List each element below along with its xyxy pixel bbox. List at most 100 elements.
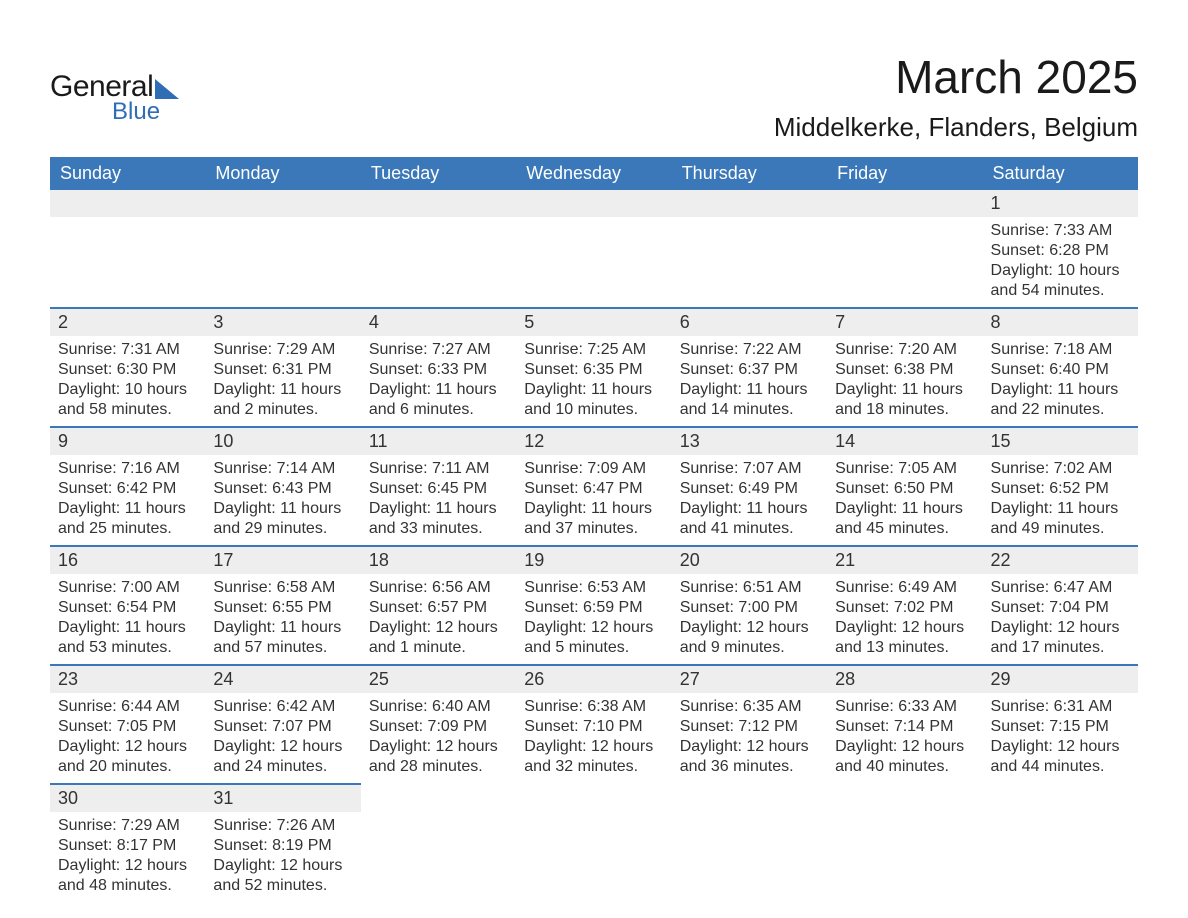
calendar-cell: 1Sunrise: 7:33 AMSunset: 6:28 PMDaylight…	[983, 190, 1138, 308]
calendar-cell: 28Sunrise: 6:33 AMSunset: 7:14 PMDayligh…	[827, 665, 982, 784]
day-number	[827, 190, 982, 217]
day-details	[983, 811, 1138, 831]
calendar-cell: 15Sunrise: 7:02 AMSunset: 6:52 PMDayligh…	[983, 427, 1138, 546]
day-details: Sunrise: 6:47 AMSunset: 7:04 PMDaylight:…	[983, 574, 1138, 664]
day-number: 16	[50, 547, 205, 574]
day-details: Sunrise: 7:11 AMSunset: 6:45 PMDaylight:…	[361, 455, 516, 545]
day-number: 14	[827, 428, 982, 455]
day-details: Sunrise: 7:20 AMSunset: 6:38 PMDaylight:…	[827, 336, 982, 426]
day-details: Sunrise: 7:09 AMSunset: 6:47 PMDaylight:…	[516, 455, 671, 545]
calendar-cell: 5Sunrise: 7:25 AMSunset: 6:35 PMDaylight…	[516, 308, 671, 427]
day-details: Sunrise: 7:25 AMSunset: 6:35 PMDaylight:…	[516, 336, 671, 426]
calendar-cell: 27Sunrise: 6:35 AMSunset: 7:12 PMDayligh…	[672, 665, 827, 784]
day-details: Sunrise: 6:40 AMSunset: 7:09 PMDaylight:…	[361, 693, 516, 783]
day-details: Sunrise: 7:02 AMSunset: 6:52 PMDaylight:…	[983, 455, 1138, 545]
calendar-cell	[827, 190, 982, 308]
day-details: Sunrise: 7:31 AMSunset: 6:30 PMDaylight:…	[50, 336, 205, 426]
day-header: Monday	[205, 157, 360, 190]
day-details: Sunrise: 7:27 AMSunset: 6:33 PMDaylight:…	[361, 336, 516, 426]
day-number: 18	[361, 547, 516, 574]
calendar-table: SundayMondayTuesdayWednesdayThursdayFrid…	[50, 157, 1138, 902]
day-details	[827, 811, 982, 831]
day-number: 23	[50, 666, 205, 693]
brand-word-2: Blue	[112, 98, 179, 126]
day-details: Sunrise: 6:33 AMSunset: 7:14 PMDaylight:…	[827, 693, 982, 783]
day-details: Sunrise: 6:58 AMSunset: 6:55 PMDaylight:…	[205, 574, 360, 664]
day-details: Sunrise: 6:56 AMSunset: 6:57 PMDaylight:…	[361, 574, 516, 664]
day-header: Saturday	[983, 157, 1138, 190]
day-details	[516, 217, 671, 237]
day-header: Tuesday	[361, 157, 516, 190]
calendar-cell: 29Sunrise: 6:31 AMSunset: 7:15 PMDayligh…	[983, 665, 1138, 784]
calendar-header-row: SundayMondayTuesdayWednesdayThursdayFrid…	[50, 157, 1138, 190]
day-details: Sunrise: 6:31 AMSunset: 7:15 PMDaylight:…	[983, 693, 1138, 783]
day-number: 25	[361, 666, 516, 693]
day-number: 31	[205, 785, 360, 812]
day-details: Sunrise: 7:33 AMSunset: 6:28 PMDaylight:…	[983, 217, 1138, 307]
calendar-cell	[361, 190, 516, 308]
calendar-cell	[516, 784, 671, 902]
calendar-cell: 6Sunrise: 7:22 AMSunset: 6:37 PMDaylight…	[672, 308, 827, 427]
calendar-cell: 14Sunrise: 7:05 AMSunset: 6:50 PMDayligh…	[827, 427, 982, 546]
day-details: Sunrise: 7:18 AMSunset: 6:40 PMDaylight:…	[983, 336, 1138, 426]
day-details	[516, 811, 671, 831]
day-details	[672, 811, 827, 831]
day-number	[672, 785, 827, 811]
day-number: 6	[672, 309, 827, 336]
calendar-cell: 18Sunrise: 6:56 AMSunset: 6:57 PMDayligh…	[361, 546, 516, 665]
calendar-cell: 20Sunrise: 6:51 AMSunset: 7:00 PMDayligh…	[672, 546, 827, 665]
day-details: Sunrise: 6:42 AMSunset: 7:07 PMDaylight:…	[205, 693, 360, 783]
day-details: Sunrise: 6:35 AMSunset: 7:12 PMDaylight:…	[672, 693, 827, 783]
day-number: 11	[361, 428, 516, 455]
day-number: 5	[516, 309, 671, 336]
calendar-cell: 3Sunrise: 7:29 AMSunset: 6:31 PMDaylight…	[205, 308, 360, 427]
day-details	[361, 811, 516, 831]
calendar-cell	[50, 190, 205, 308]
day-number: 20	[672, 547, 827, 574]
calendar-cell: 10Sunrise: 7:14 AMSunset: 6:43 PMDayligh…	[205, 427, 360, 546]
day-number: 21	[827, 547, 982, 574]
day-details: Sunrise: 7:26 AMSunset: 8:19 PMDaylight:…	[205, 812, 360, 902]
day-number: 7	[827, 309, 982, 336]
calendar-cell	[827, 784, 982, 902]
day-number: 1	[983, 190, 1138, 217]
day-number: 12	[516, 428, 671, 455]
day-details	[672, 217, 827, 237]
calendar-cell: 21Sunrise: 6:49 AMSunset: 7:02 PMDayligh…	[827, 546, 982, 665]
day-details: Sunrise: 6:49 AMSunset: 7:02 PMDaylight:…	[827, 574, 982, 664]
calendar-cell: 24Sunrise: 6:42 AMSunset: 7:07 PMDayligh…	[205, 665, 360, 784]
day-details: Sunrise: 7:22 AMSunset: 6:37 PMDaylight:…	[672, 336, 827, 426]
day-details	[827, 217, 982, 237]
day-number	[205, 190, 360, 217]
brand-logo: General Blue	[50, 50, 179, 126]
day-header: Friday	[827, 157, 982, 190]
calendar-cell: 22Sunrise: 6:47 AMSunset: 7:04 PMDayligh…	[983, 546, 1138, 665]
day-number: 13	[672, 428, 827, 455]
calendar-cell: 13Sunrise: 7:07 AMSunset: 6:49 PMDayligh…	[672, 427, 827, 546]
day-number	[827, 785, 982, 811]
day-header: Wednesday	[516, 157, 671, 190]
calendar-cell: 16Sunrise: 7:00 AMSunset: 6:54 PMDayligh…	[50, 546, 205, 665]
day-number: 4	[361, 309, 516, 336]
header: General Blue March 2025 Middelkerke, Fla…	[50, 50, 1138, 143]
day-number: 2	[50, 309, 205, 336]
day-details: Sunrise: 7:14 AMSunset: 6:43 PMDaylight:…	[205, 455, 360, 545]
calendar-cell	[205, 190, 360, 308]
day-details: Sunrise: 7:29 AMSunset: 6:31 PMDaylight:…	[205, 336, 360, 426]
day-number: 19	[516, 547, 671, 574]
day-number	[516, 785, 671, 811]
calendar-cell: 4Sunrise: 7:27 AMSunset: 6:33 PMDaylight…	[361, 308, 516, 427]
day-details: Sunrise: 7:16 AMSunset: 6:42 PMDaylight:…	[50, 455, 205, 545]
day-number	[672, 190, 827, 217]
day-details: Sunrise: 6:38 AMSunset: 7:10 PMDaylight:…	[516, 693, 671, 783]
day-details	[361, 217, 516, 237]
day-number: 9	[50, 428, 205, 455]
calendar-cell: 9Sunrise: 7:16 AMSunset: 6:42 PMDaylight…	[50, 427, 205, 546]
day-details: Sunrise: 7:07 AMSunset: 6:49 PMDaylight:…	[672, 455, 827, 545]
calendar-cell	[361, 784, 516, 902]
day-details: Sunrise: 6:44 AMSunset: 7:05 PMDaylight:…	[50, 693, 205, 783]
day-number	[983, 785, 1138, 811]
calendar-cell	[672, 190, 827, 308]
day-number: 17	[205, 547, 360, 574]
day-number: 22	[983, 547, 1138, 574]
